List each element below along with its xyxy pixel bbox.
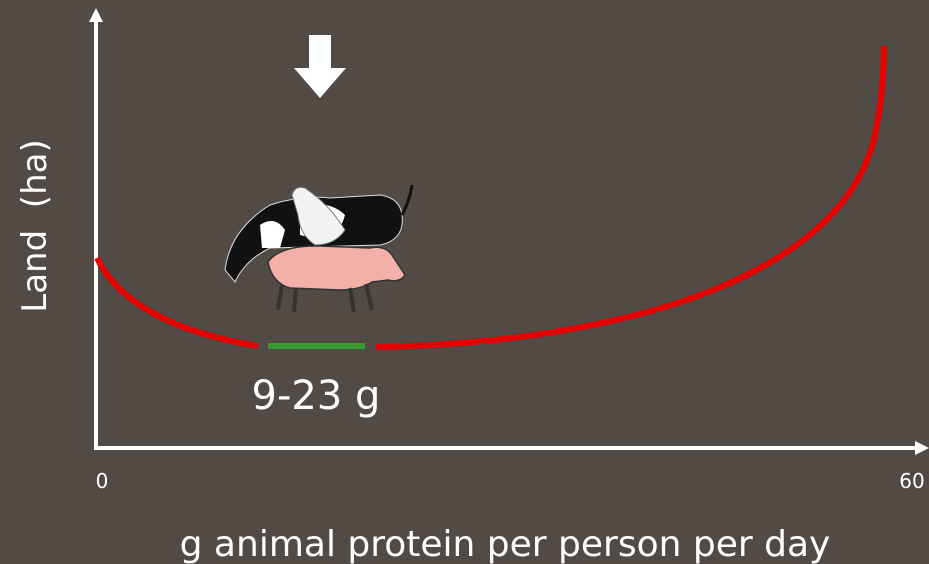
y-axis-label: Land (ha): [15, 139, 55, 312]
down-arrow: [294, 35, 346, 98]
y-axis-arrow: [89, 8, 103, 22]
curve-right: [375, 45, 887, 350]
curve-left: [94, 256, 259, 349]
x-axis-label: g animal protein per person per day: [180, 524, 831, 564]
x-tick-label: 60: [899, 469, 924, 493]
x-axis-arrow: [915, 441, 929, 455]
optimum-label: 9-23 g: [252, 373, 381, 419]
x-tick-label: 0: [96, 469, 109, 493]
animals-illustration: [224, 184, 414, 313]
